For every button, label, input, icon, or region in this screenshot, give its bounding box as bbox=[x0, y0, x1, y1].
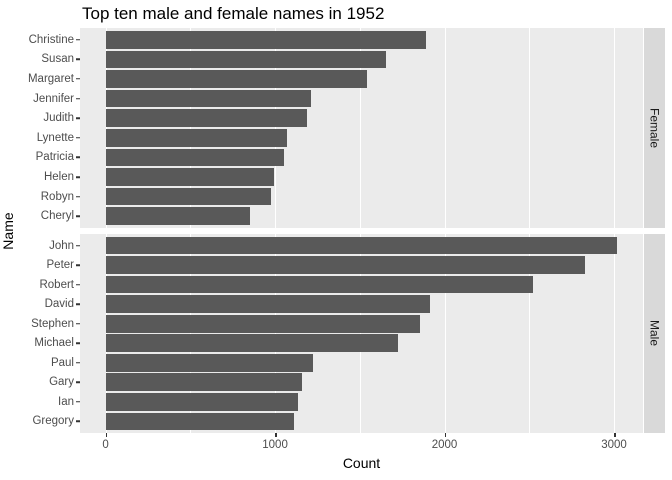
y-axis-tick bbox=[76, 420, 80, 423]
major-gridline bbox=[275, 234, 277, 433]
facet-strip-label: Male bbox=[647, 320, 662, 347]
y-axis-label-stephen: Stephen bbox=[31, 317, 74, 330]
x-axis-tick bbox=[275, 433, 277, 437]
y-axis-label-robert: Robert bbox=[39, 278, 74, 291]
y-axis-tick bbox=[76, 78, 80, 80]
x-axis-label-0: 0 bbox=[102, 439, 109, 451]
y-axis-tick bbox=[76, 215, 80, 217]
bar-stephen bbox=[105, 314, 420, 333]
minor-gridline bbox=[190, 234, 192, 433]
y-axis-label-ian: Ian bbox=[58, 395, 74, 408]
major-gridline bbox=[275, 28, 277, 228]
y-axis-label-john: John bbox=[49, 239, 74, 252]
y-axis-label-robyn: Robyn bbox=[40, 190, 74, 203]
y-axis-label-susan: Susan bbox=[41, 53, 74, 66]
y-axis-label-judith: Judith bbox=[43, 112, 74, 125]
y-axis-label-david: David bbox=[44, 298, 74, 311]
bar-paul bbox=[105, 353, 314, 372]
bar-christine bbox=[105, 30, 426, 49]
x-axis-tick bbox=[614, 433, 616, 437]
y-axis-tick bbox=[76, 381, 80, 384]
y-axis-tick bbox=[76, 39, 80, 41]
y-axis-tick bbox=[76, 401, 80, 403]
y-axis-tick bbox=[76, 322, 80, 325]
y-axis-tick bbox=[76, 97, 80, 100]
bar-patricia bbox=[105, 148, 285, 167]
x-axis-label-2000: 2000 bbox=[431, 439, 458, 451]
minor-gridline bbox=[359, 28, 361, 228]
minor-gridline bbox=[359, 234, 361, 433]
minor-gridline bbox=[529, 28, 530, 228]
x-axis-tick bbox=[105, 433, 108, 437]
y-axis-tick bbox=[76, 342, 80, 344]
x-axis-label-3000: 3000 bbox=[601, 439, 627, 451]
y-axis-tick bbox=[76, 58, 80, 61]
bar-judith bbox=[105, 109, 308, 127]
y-axis-tick bbox=[76, 156, 80, 159]
bar-gregory bbox=[105, 412, 294, 431]
y-axis-tick bbox=[76, 117, 80, 119]
bar-robert bbox=[105, 275, 533, 294]
y-axis-label-christine: Christine bbox=[28, 33, 74, 46]
y-axis-tick bbox=[76, 283, 80, 286]
y-axis-label-lynette: Lynette bbox=[36, 131, 74, 144]
major-gridline bbox=[614, 28, 616, 228]
major-gridline bbox=[105, 234, 107, 433]
bar-peter bbox=[105, 256, 586, 274]
bar-ian bbox=[105, 393, 298, 411]
y-axis-tick bbox=[76, 195, 80, 198]
bar-michael bbox=[105, 334, 398, 353]
y-axis-label-margaret: Margaret bbox=[27, 72, 74, 85]
x-axis-tick bbox=[444, 433, 447, 437]
y-axis-label-gregory: Gregory bbox=[32, 415, 74, 428]
bar-gary bbox=[105, 373, 303, 392]
y-axis-tick bbox=[76, 303, 80, 305]
minor-gridline bbox=[190, 28, 192, 228]
major-gridline bbox=[444, 28, 446, 228]
facet-strip-male: Male bbox=[644, 234, 665, 433]
bar-david bbox=[105, 295, 431, 313]
bar-margaret bbox=[105, 70, 368, 88]
bar-jennifer bbox=[105, 89, 311, 108]
minor-gridline bbox=[529, 234, 530, 433]
y-axis-label-michael: Michael bbox=[34, 337, 74, 350]
major-gridline bbox=[614, 234, 616, 433]
y-axis-label-paul: Paul bbox=[50, 356, 74, 369]
x-axis-title: Count bbox=[342, 455, 381, 471]
panel-female bbox=[80, 28, 643, 228]
y-axis-label-jennifer: Jennifer bbox=[33, 92, 74, 105]
x-axis-label-1000: 1000 bbox=[262, 439, 288, 451]
bar-susan bbox=[105, 50, 387, 69]
chart-title: Top ten male and female names in 1952 bbox=[82, 4, 385, 23]
bar-helen bbox=[105, 168, 275, 186]
y-axis-tick bbox=[76, 244, 80, 247]
y-axis-tick bbox=[76, 362, 80, 364]
bar-robyn bbox=[105, 187, 271, 206]
major-gridline bbox=[444, 234, 446, 433]
y-axis-label-cheryl: Cheryl bbox=[40, 210, 74, 223]
major-gridline bbox=[105, 28, 107, 228]
y-axis-label-patricia: Patricia bbox=[35, 151, 74, 164]
y-axis-label-gary: Gary bbox=[49, 376, 74, 389]
y-axis-tick bbox=[76, 137, 80, 139]
bar-lynette bbox=[105, 128, 287, 147]
y-axis-label-helen: Helen bbox=[43, 171, 74, 184]
y-axis-label-peter: Peter bbox=[46, 259, 75, 272]
bar-cheryl bbox=[105, 207, 251, 226]
bar-john bbox=[105, 236, 618, 255]
y-axis-tick bbox=[76, 176, 80, 178]
facet-strip-label: Female bbox=[647, 107, 662, 148]
facet-strip-female: Female bbox=[644, 28, 665, 228]
y-axis-tick bbox=[76, 264, 80, 266]
panel-male bbox=[80, 234, 643, 433]
